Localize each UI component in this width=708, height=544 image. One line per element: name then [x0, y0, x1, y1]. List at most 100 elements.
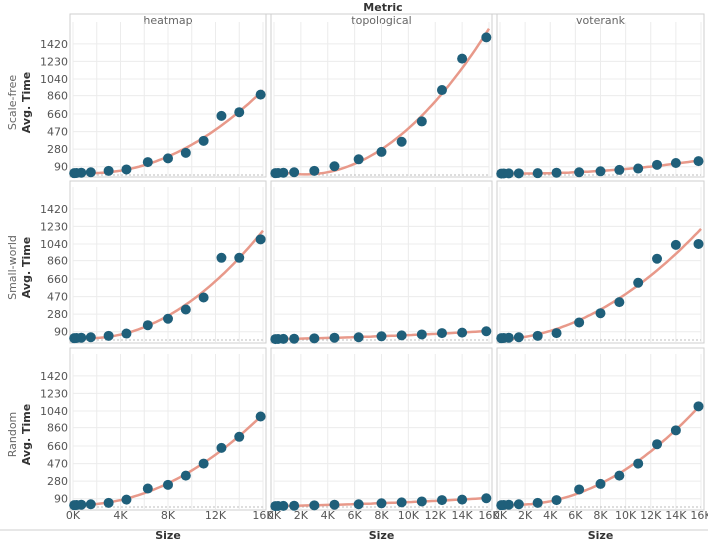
panel-small-world-topological	[270, 180, 493, 345]
y-axis-title: Avg. Time	[20, 404, 33, 465]
data-point	[513, 332, 524, 343]
panel-scale-free-topological	[270, 13, 493, 179]
data-point	[693, 401, 704, 412]
data-point	[216, 110, 227, 121]
x-tick-label: 8K	[374, 509, 389, 522]
column-header-heatmap: heatmap	[143, 14, 192, 27]
x-tick-label: 16K	[690, 509, 708, 522]
row-label-random: Random	[6, 412, 19, 458]
x-tick-label: 12K	[425, 509, 447, 522]
data-point	[481, 32, 492, 43]
data-point	[163, 313, 173, 324]
data-point	[234, 252, 245, 263]
data-point	[198, 458, 209, 469]
data-point	[457, 494, 468, 505]
data-point	[216, 252, 227, 263]
data-point	[457, 53, 468, 64]
panel-small-world-heatmap	[69, 180, 267, 344]
panel-random-topological	[270, 347, 493, 512]
data-point	[353, 154, 364, 165]
data-point	[503, 499, 514, 510]
data-point	[329, 161, 340, 172]
data-point	[416, 116, 427, 127]
x-axis-title: Size	[369, 529, 395, 542]
x-tick-label: 14K	[665, 509, 687, 522]
data-point	[85, 332, 96, 343]
data-point	[309, 500, 320, 511]
data-point	[234, 107, 245, 118]
x-tick-label: 4K	[113, 509, 128, 522]
data-point	[376, 146, 387, 157]
panel-scale-free-heatmap	[69, 13, 267, 179]
y-tick-label: 660	[47, 440, 68, 453]
data-point	[614, 297, 625, 308]
data-point	[76, 499, 87, 510]
data-point	[416, 329, 427, 340]
data-point	[289, 500, 300, 511]
data-point	[353, 499, 364, 510]
y-tick-label: 470	[47, 458, 68, 471]
x-tick-label: 2K	[518, 509, 533, 522]
panel-scale-free-voterank	[496, 13, 705, 179]
data-point	[532, 168, 543, 179]
y-tick-label: 1420	[40, 203, 68, 216]
data-point	[532, 497, 543, 508]
x-tick-label: 14K	[452, 509, 474, 522]
x-tick-label: 6K	[348, 509, 363, 522]
data-point	[103, 165, 114, 176]
panel-frame	[69, 347, 267, 511]
data-point	[103, 497, 114, 508]
data-point	[396, 330, 407, 341]
x-tick-label: 16K	[478, 509, 500, 522]
data-point	[436, 328, 447, 339]
panel-frame	[270, 180, 493, 344]
data-point	[513, 499, 524, 510]
data-point	[142, 320, 153, 331]
data-point	[652, 159, 663, 170]
data-point	[255, 89, 266, 100]
data-point	[595, 308, 606, 319]
data-point	[180, 147, 191, 158]
data-point	[436, 495, 447, 506]
x-tick-label: 16K	[252, 509, 274, 522]
x-tick-label: 0K	[267, 509, 282, 522]
panel-frame	[69, 180, 267, 344]
data-point	[121, 164, 132, 175]
data-point	[670, 239, 681, 250]
y-tick-label: 90	[54, 161, 68, 174]
data-point	[289, 167, 300, 178]
chart-title: Metric	[363, 1, 402, 14]
x-tick-label: 0K	[493, 509, 508, 522]
data-point	[289, 333, 300, 344]
y-tick-label: 1230	[40, 387, 68, 400]
y-tick-label: 280	[47, 475, 68, 488]
x-axis-title: Size	[155, 529, 181, 542]
y-tick-label: 860	[47, 422, 68, 435]
data-point	[142, 483, 153, 494]
panel-frame	[496, 180, 705, 344]
data-point	[180, 470, 191, 481]
data-point	[503, 332, 514, 343]
data-point	[595, 166, 606, 177]
panel-frame	[496, 347, 705, 511]
x-tick-label: 2K	[294, 509, 309, 522]
y-tick-label: 470	[47, 126, 68, 139]
x-tick-label: 0K	[66, 509, 81, 522]
data-point	[457, 327, 468, 338]
data-point	[121, 328, 132, 339]
panel-random-voterank	[496, 347, 705, 511]
y-tick-label: 1230	[40, 55, 68, 68]
data-point	[278, 500, 289, 511]
y-tick-label: 1230	[40, 220, 68, 233]
data-point	[76, 167, 87, 178]
y-tick-label: 660	[47, 108, 68, 121]
data-point	[85, 167, 96, 178]
data-point	[503, 168, 514, 179]
data-point	[481, 493, 492, 504]
x-tick-label: 10K	[615, 509, 637, 522]
data-point	[198, 135, 209, 146]
data-point	[574, 317, 585, 328]
y-tick-label: 280	[47, 143, 68, 156]
data-point	[513, 168, 524, 179]
